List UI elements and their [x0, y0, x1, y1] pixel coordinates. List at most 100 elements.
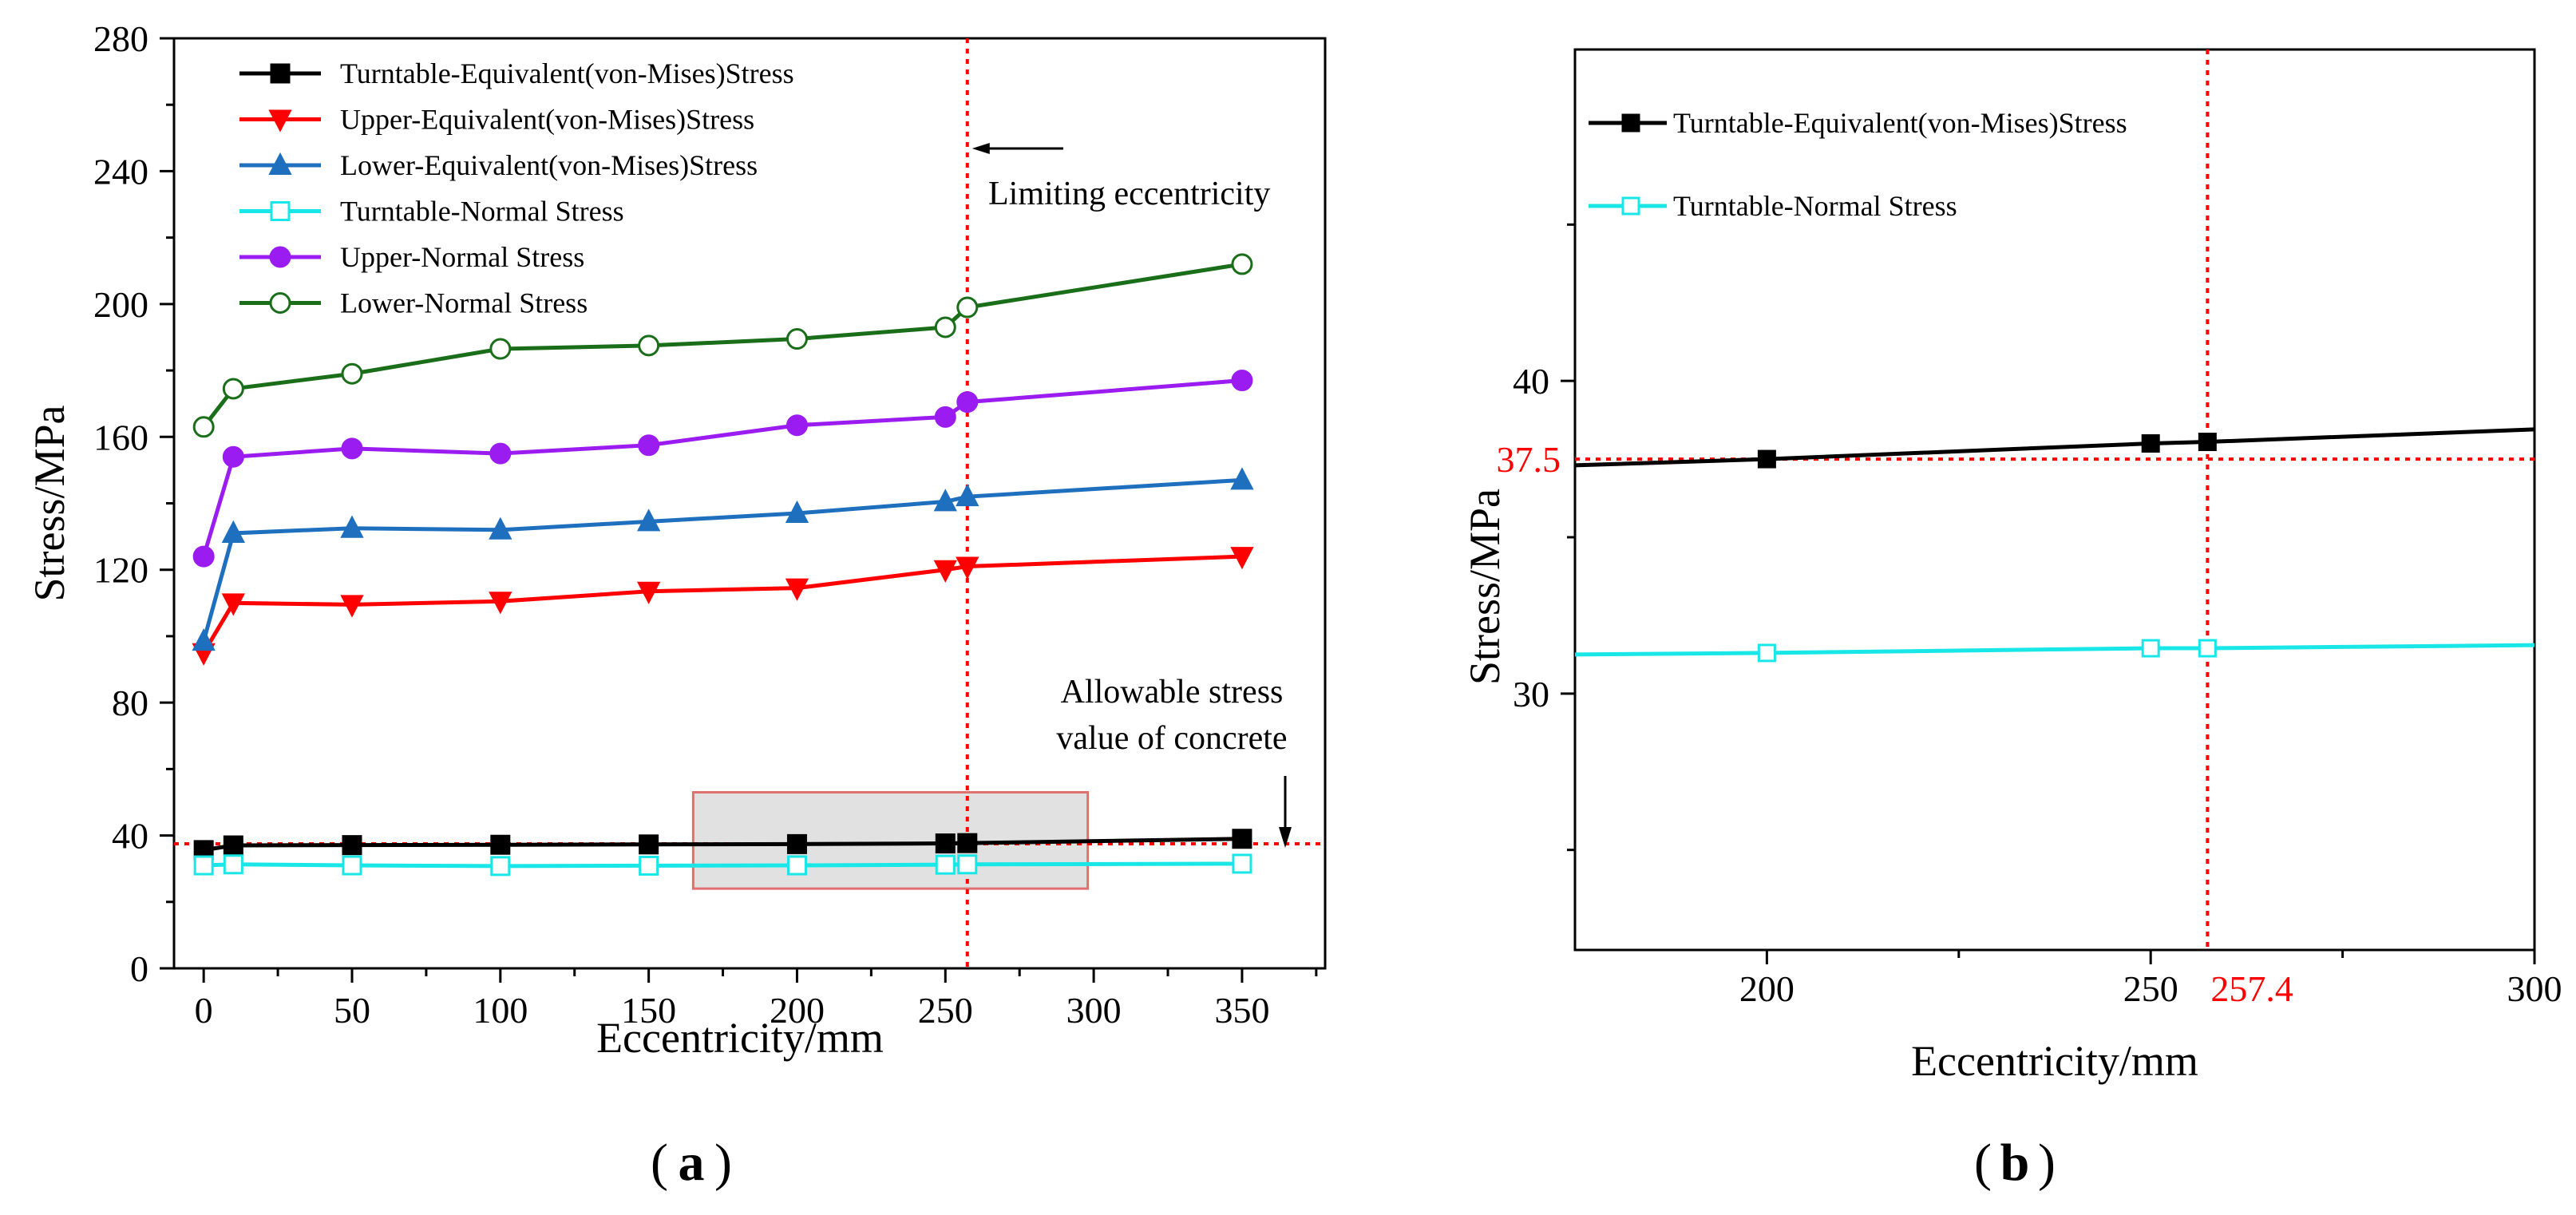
x-axis-label: Eccentricity/mm: [596, 1014, 884, 1062]
data-point-s4-2: [341, 437, 363, 460]
legend-marker-3: [270, 201, 291, 221]
data-point-s4-8: [1231, 370, 1253, 392]
y-tick-label-b: 30: [1513, 674, 1549, 714]
data-point-s5-5: [785, 328, 808, 350]
data-point-s5-3: [489, 338, 512, 360]
y-tick-label-b: 40: [1513, 361, 1549, 402]
data-point-s1-3: [489, 592, 512, 615]
data-point-s1-7: [956, 556, 979, 580]
data-point-s2-3: [489, 516, 512, 540]
panel-paren-open-b: (: [1974, 1134, 1992, 1192]
series-line-b-1: [1574, 643, 2535, 657]
data-point-s4-1: [222, 445, 244, 468]
panel-paren-close-b: ): [2038, 1134, 2056, 1192]
legend-marker-4: [269, 246, 291, 268]
x-tick-label: 50: [334, 990, 370, 1031]
data-point-s5-8: [1231, 253, 1253, 275]
allowable-stress-label-2: value of concrete: [1056, 720, 1287, 757]
data-point-s5-7: [956, 296, 979, 319]
data-point-s3-4: [639, 855, 659, 876]
x-axis-label-b: Eccentricity/mm: [1911, 1037, 2198, 1085]
data-point-s0-4: [639, 834, 659, 855]
data-point-s0-1: [223, 835, 243, 856]
x-tick-label: 100: [473, 990, 528, 1031]
legend-label-1: Upper-Equivalent(von-Mises)Stress: [340, 104, 754, 136]
x-tick-label: 350: [1214, 990, 1269, 1031]
y-tick-label: 160: [93, 417, 148, 457]
data-point-s4-0: [192, 545, 215, 568]
data-point-s0-7: [957, 833, 978, 853]
panel-paren-close: ): [714, 1134, 732, 1192]
data-point-s1-6: [933, 560, 957, 583]
data-point-s0-6: [935, 833, 956, 854]
highlight-x-label: 257.4: [2210, 968, 2293, 1009]
y-tick-label: 240: [93, 151, 148, 192]
y-tick-label: 80: [112, 683, 148, 723]
data-point-s3-3: [490, 856, 511, 877]
legend-marker-b-1: [1621, 196, 1640, 216]
x-tick-label-b: 300: [2507, 968, 2562, 1009]
data-point-s4-4: [638, 434, 660, 457]
panel-b-chart: 200 250 300 30 40 37.5 257.4 Eccentricity/mm Str…: [1461, 48, 2562, 1192]
data-point-b-s1-0: [1757, 643, 1776, 663]
data-point-s3-1: [223, 854, 243, 875]
data-point-s3-8: [1232, 853, 1252, 874]
allowable-arrow-head: [1279, 827, 1292, 848]
data-point-s5-4: [638, 334, 660, 357]
data-point-s2-7: [956, 484, 979, 507]
data-point-s4-3: [489, 442, 512, 465]
x-tick-label: 300: [1066, 990, 1122, 1031]
legend-label-3: Turntable-Normal Stress: [340, 196, 624, 228]
legend-marker-0: [270, 63, 291, 84]
data-point-s2-2: [340, 515, 364, 538]
data-point-b-s1-2: [2198, 639, 2217, 658]
data-point-s3-6: [935, 854, 956, 875]
plot-frame-b: [1573, 48, 2536, 952]
y-tick-label: 0: [130, 948, 148, 989]
data-point-b-s1-1: [2141, 639, 2160, 658]
legend-label-b-1: Turntable-Normal Stress: [1673, 190, 1957, 222]
data-point-s3-0: [193, 855, 214, 876]
legend-marker-2: [268, 152, 292, 175]
allowable-stress-label-1: Allowable stress: [1061, 674, 1284, 710]
data-point-s3-7: [957, 854, 978, 875]
panel-label-a: a: [679, 1134, 705, 1192]
limiting-arrow-head: [971, 143, 990, 154]
legend-marker-1: [268, 109, 292, 133]
y-tick-label: 40: [112, 816, 148, 857]
y-tick-label: 120: [93, 550, 148, 591]
y-tick-label: 280: [93, 18, 148, 59]
data-point-s3-2: [342, 855, 362, 876]
data-point-s5-0: [192, 416, 215, 438]
data-point-s1-2: [340, 595, 364, 618]
x-tick-label: 200: [770, 990, 825, 1031]
data-point-s5-6: [934, 316, 956, 338]
series-line-1: [202, 554, 1243, 655]
data-point-s1-1: [221, 593, 245, 616]
legend-label-4: Upper-Normal Stress: [340, 241, 584, 273]
data-point-s2-4: [636, 509, 661, 532]
legend-label-0: Turntable-Equivalent(von-Mises)Stress: [340, 57, 794, 89]
x-tick-label-b: 200: [1739, 968, 1794, 1009]
legend-marker-b-0: [1621, 113, 1640, 133]
panel-label-b: b: [2000, 1134, 2030, 1192]
x-tick-label: 250: [918, 990, 973, 1031]
data-point-s2-1: [221, 520, 245, 543]
data-point-b-s0-1: [2141, 434, 2160, 453]
x-tick-label: 150: [621, 990, 676, 1031]
data-point-s1-4: [636, 581, 661, 604]
data-point-s0-5: [786, 833, 807, 854]
legend-label-2: Lower-Equivalent(von-Mises)Stress: [340, 149, 758, 181]
data-point-s2-6: [933, 489, 957, 512]
limiting-eccentricity-label: Limiting eccentricity: [988, 176, 1270, 212]
y-axis-label-b: Stress/MPa: [1461, 489, 1509, 685]
data-point-s2-8: [1230, 467, 1254, 490]
data-point-s2-0: [192, 628, 216, 651]
data-point-s4-6: [934, 406, 956, 428]
data-point-s5-1: [222, 378, 244, 400]
data-point-s1-8: [1230, 547, 1254, 570]
highlight-y-label: 37.5: [1497, 439, 1561, 480]
y-axis-label: Stress/MPa: [26, 405, 73, 601]
data-point-s2-5: [785, 500, 809, 523]
